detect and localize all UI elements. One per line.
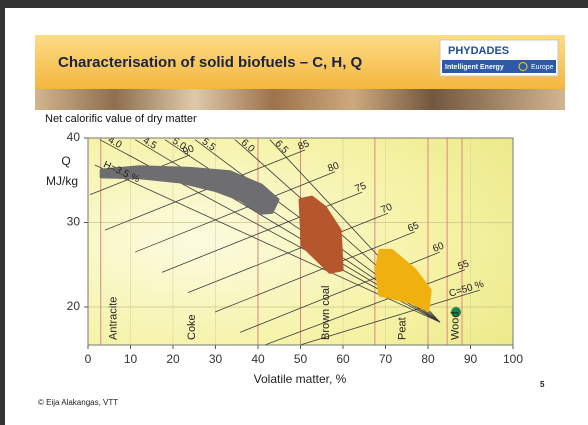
plot-border [87, 137, 514, 346]
point [451, 307, 462, 318]
fuel-label: Brown coal [320, 286, 332, 340]
isoline [161, 191, 363, 273]
y-tick-label: 20 [67, 299, 81, 313]
footer-credit: © Eija Alakangas, VTT [38, 398, 118, 407]
fuel-region [374, 248, 432, 312]
slide-title: Characterisation of solid biofuels – C, … [58, 54, 363, 71]
x-tick-label: 60 [336, 352, 350, 366]
x-tick-label: 10 [124, 352, 138, 366]
fuel-label: Peat [396, 317, 408, 340]
isoline-label: 80 [326, 160, 341, 175]
x-tick-label: 0 [85, 352, 92, 366]
x-tick-label: 90 [464, 352, 478, 366]
x-tick-label: 30 [209, 352, 223, 366]
y-axis-label: Q [61, 154, 70, 168]
isoline [214, 231, 415, 313]
isoline [104, 149, 306, 231]
fuel-region [298, 195, 344, 274]
logo-name: PHYDADES [448, 45, 509, 57]
fuel-region [99, 165, 280, 215]
logo-line: Intelligent Energy [445, 64, 504, 71]
x-tick-label: 40 [251, 352, 265, 366]
y-axis-unit: MJ/kg [46, 174, 78, 188]
logo-stars [518, 62, 528, 71]
x-axis-label: Volatile matter, % [254, 372, 347, 386]
fuel-label: Wood [450, 311, 462, 340]
isoline-label: 85 [297, 138, 312, 153]
fuel-label: Antracite [107, 297, 119, 340]
isoline [264, 269, 466, 345]
x-tick-label: 70 [379, 352, 393, 366]
isoline [299, 289, 480, 345]
logo-bar [442, 60, 556, 73]
y-tick-label: 40 [67, 130, 81, 144]
x-tick-label: 100 [503, 352, 523, 366]
x-tick-label: 20 [166, 352, 180, 366]
frame-top [0, 0, 588, 8]
plot [88, 138, 513, 345]
isoline [135, 171, 336, 253]
isoline-label: 75 [354, 180, 369, 195]
x-tick-label: 50 [294, 352, 308, 366]
y-tick-label: 30 [67, 215, 81, 229]
isoline-label: 60 [431, 240, 446, 255]
fuel-label: Coke [186, 314, 198, 340]
x-tick-label: 80 [421, 352, 435, 366]
isoline-label: 55 [456, 258, 471, 272]
isoline-label: 90 [181, 143, 196, 157]
page-number: 5 [540, 380, 545, 389]
photo-strip [35, 89, 565, 110]
chart-title: Net calorific value of dry matter [45, 113, 197, 125]
isoline-label: 70 [379, 202, 394, 216]
isoline-label: 65 [406, 220, 421, 235]
logo-region: Europe [531, 64, 554, 71]
frame-left [0, 0, 5, 425]
isoline [187, 212, 389, 293]
